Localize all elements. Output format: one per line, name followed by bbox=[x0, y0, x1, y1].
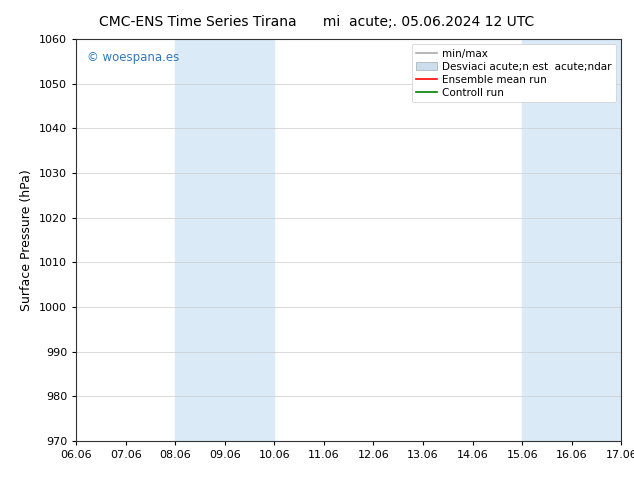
Text: © woespana.es: © woespana.es bbox=[87, 51, 179, 64]
Text: CMC-ENS Time Series Tirana      mi  acute;. 05.06.2024 12 UTC: CMC-ENS Time Series Tirana mi acute;. 05… bbox=[100, 15, 534, 29]
Legend: min/max, Desviaci acute;n est  acute;ndar, Ensemble mean run, Controll run: min/max, Desviaci acute;n est acute;ndar… bbox=[412, 45, 616, 102]
Bar bbox=[522, 39, 621, 441]
Y-axis label: Surface Pressure (hPa): Surface Pressure (hPa) bbox=[20, 169, 34, 311]
Bar bbox=[175, 39, 275, 441]
